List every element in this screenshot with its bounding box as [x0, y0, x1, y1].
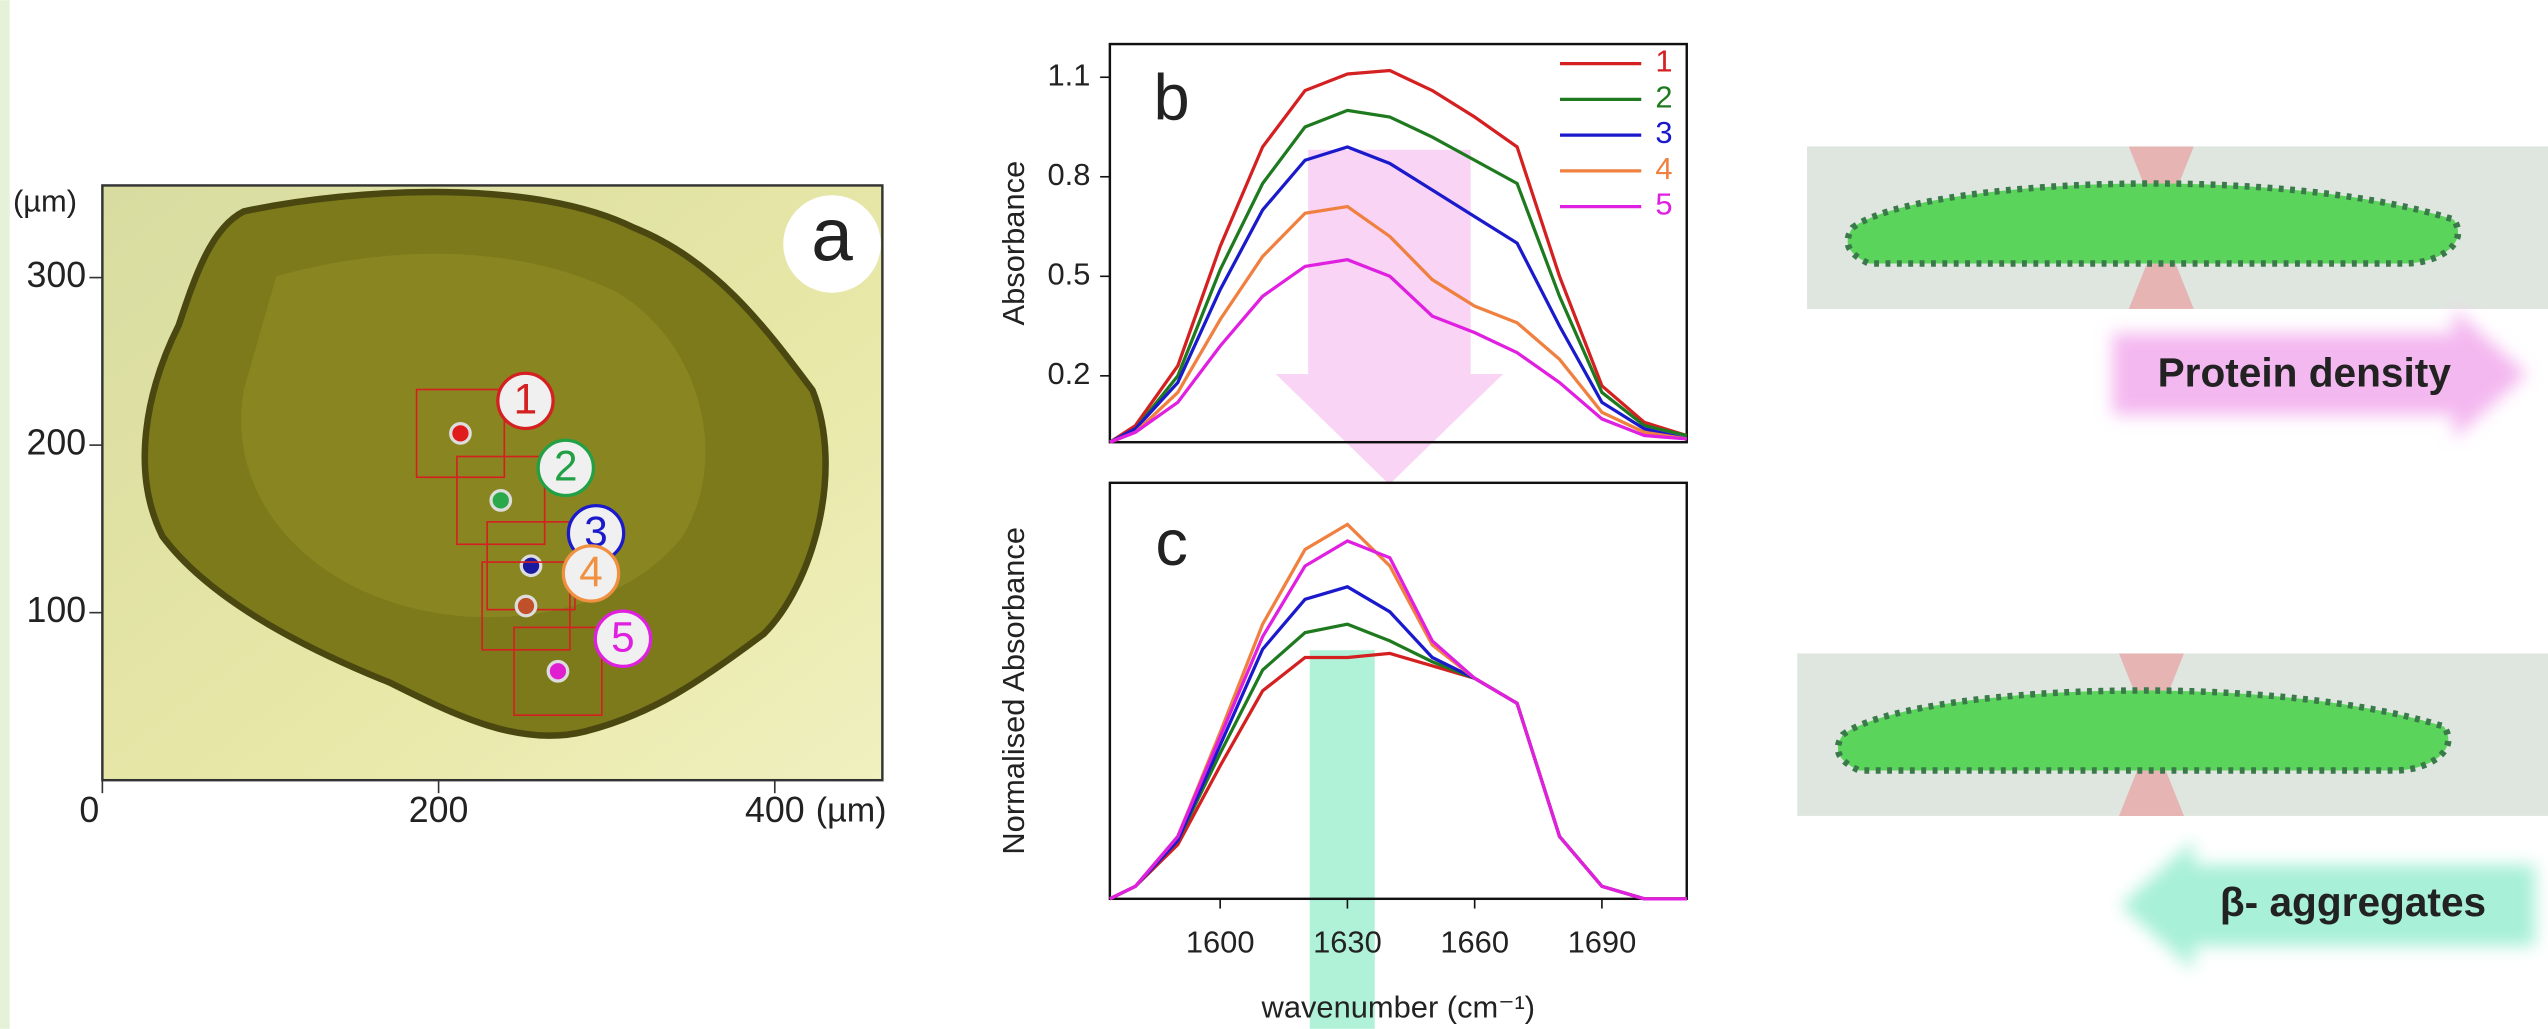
point-badge — [593, 609, 653, 669]
y-tick-label: 0.5 — [1047, 256, 1090, 291]
point-label: 1 — [514, 376, 538, 423]
x-tick-label: 1600 — [1186, 924, 1255, 959]
legend-label: 4 — [1655, 151, 1672, 186]
series-line — [1109, 622, 1687, 901]
micrograph — [102, 185, 883, 781]
series-line — [1109, 585, 1687, 901]
point — [489, 489, 513, 512]
x-tick-label: 1630 — [1313, 924, 1382, 959]
x-tick-label: 1660 — [1440, 924, 1509, 959]
y-tick-label: 300 — [26, 255, 86, 295]
frame-a — [101, 184, 884, 782]
y-tick-label: 200 — [26, 423, 86, 463]
density-arrow — [2112, 308, 2527, 439]
x-tick-label: 0 — [79, 790, 99, 830]
series-line — [1109, 108, 1688, 444]
point-badge — [561, 544, 621, 603]
y-tick-label: 100 — [26, 590, 86, 630]
series-line — [1109, 651, 1687, 901]
roi-box — [481, 561, 571, 651]
annotation: Protein density — [2158, 349, 2452, 395]
y-tick-label: 0.2 — [1047, 356, 1090, 391]
series-line — [1109, 539, 1687, 901]
annotation: β- aggregates — [2220, 879, 2486, 925]
point-badge — [536, 438, 596, 498]
illustration-bottom — [1797, 653, 2548, 816]
point-label: 3 — [584, 508, 608, 555]
beta-band — [1309, 650, 1375, 1029]
panel-label: b — [1154, 61, 1190, 134]
legend-label: 5 — [1655, 187, 1672, 222]
panel-label: c — [1155, 506, 1188, 579]
point-label: 4 — [579, 548, 603, 595]
y-axis-label: (µm) — [13, 183, 77, 218]
x-axis-label: wavenumber (cm⁻¹) — [1261, 989, 1536, 1024]
series-line — [1109, 522, 1687, 901]
legend-label: 3 — [1655, 115, 1672, 150]
plot-frame — [1108, 481, 1688, 901]
y-axis-label: Normalised Absorbance — [996, 527, 1031, 855]
point — [449, 422, 472, 445]
roi-box — [513, 626, 603, 716]
x-tick-label: 1690 — [1568, 924, 1637, 959]
series-line — [1108, 68, 1688, 444]
point-label: 5 — [611, 614, 635, 661]
series-line — [1109, 258, 1687, 444]
legend-label: 1 — [1655, 44, 1672, 79]
series-line — [1109, 145, 1688, 444]
roi-box — [415, 388, 506, 479]
point-label: 2 — [554, 443, 578, 490]
illustration-top — [1807, 146, 2548, 309]
legend-label: 2 — [1655, 79, 1672, 114]
point-badge — [496, 371, 555, 431]
plot-frame — [1108, 42, 1688, 444]
roi-box — [456, 455, 546, 546]
x-tick-label: 400 — [745, 790, 805, 830]
y-tick-label: 0.8 — [1047, 157, 1090, 192]
x-tick-label: 200 — [409, 790, 469, 830]
point — [514, 594, 538, 618]
x-axis-label: (µm) — [816, 792, 887, 830]
y-axis-label: Absorbance — [996, 161, 1031, 326]
point — [519, 554, 543, 578]
series-line — [1109, 204, 1688, 444]
point — [546, 659, 570, 683]
aggregates-arrow — [2120, 840, 2535, 971]
pink-arrow — [1275, 149, 1504, 485]
y-tick-label: 1.1 — [1047, 57, 1090, 92]
panel-label: a — [811, 192, 853, 276]
left-edge — [0, 0, 10, 1029]
